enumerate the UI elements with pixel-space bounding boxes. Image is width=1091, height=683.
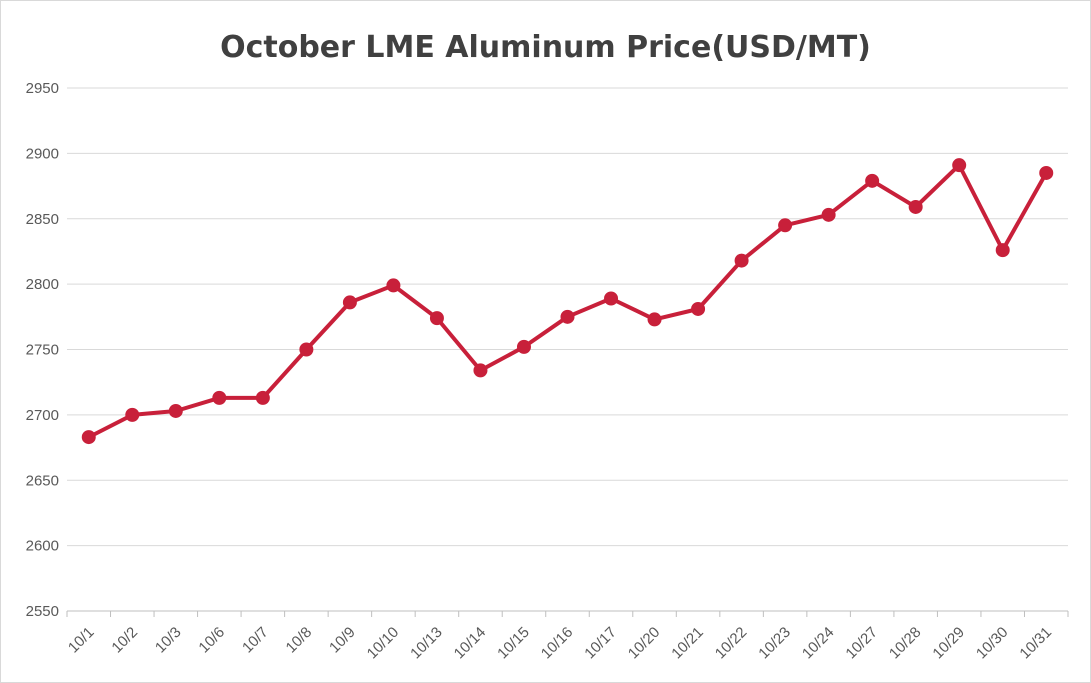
- data-point: [212, 390, 227, 405]
- y-tick-label: 2800: [26, 276, 59, 293]
- data-point: [168, 403, 183, 418]
- x-tick-label: 10/28: [886, 624, 925, 663]
- x-tick-label: 10/8: [283, 624, 316, 657]
- x-tick-label: 10/9: [326, 624, 359, 657]
- x-tick-label: 10/29: [929, 624, 968, 663]
- data-point: [255, 390, 270, 405]
- data-point: [778, 218, 793, 233]
- x-tick-label: 10/27: [842, 624, 881, 663]
- y-tick-label: 2950: [26, 80, 59, 97]
- x-tick-label: 10/2: [108, 624, 141, 657]
- x-tick-label: 10/13: [407, 624, 446, 663]
- data-point: [560, 309, 575, 324]
- data-point: [734, 253, 749, 268]
- x-tick-label: 10/6: [195, 624, 228, 657]
- data-point: [647, 312, 662, 327]
- series-line: [86, 163, 1049, 440]
- x-tick-label: 10/3: [152, 624, 185, 657]
- x-tick-label: 10/23: [755, 624, 794, 663]
- x-tick-label: 10/1: [65, 624, 98, 657]
- y-tick-label: 2600: [26, 538, 59, 555]
- y-tick-label: 2550: [26, 603, 59, 620]
- data-point: [386, 278, 401, 293]
- data-point: [821, 207, 836, 222]
- data-point: [516, 339, 531, 354]
- data-point: [299, 342, 314, 357]
- x-tick-label: 10/10: [364, 624, 403, 663]
- x-tick-label: 10/20: [625, 624, 664, 663]
- data-point: [995, 243, 1010, 258]
- x-tick-label: 10/31: [1016, 624, 1055, 663]
- x-tick-label: 10/17: [581, 624, 620, 663]
- data-point: [81, 430, 96, 445]
- x-tick-label: 10/22: [712, 624, 751, 663]
- data-point: [865, 173, 880, 188]
- x-tick-label: 10/24: [799, 624, 838, 663]
- data-point: [429, 311, 444, 326]
- data-point: [691, 301, 706, 316]
- x-tick-label: 10/16: [538, 624, 577, 663]
- data-point: [908, 199, 923, 214]
- data-point: [473, 363, 488, 378]
- y-tick-label: 2750: [26, 342, 59, 359]
- x-tick-label: 10/15: [494, 624, 533, 663]
- data-point: [604, 291, 619, 306]
- x-tick-label: 10/14: [451, 624, 490, 663]
- data-point: [952, 158, 967, 173]
- x-tick-label: 10/21: [668, 624, 707, 663]
- data-point: [342, 295, 357, 310]
- y-tick-label: 2700: [26, 407, 59, 424]
- data-point: [125, 407, 140, 422]
- y-tick-label: 2900: [26, 145, 59, 162]
- y-tick-label: 2850: [26, 211, 59, 228]
- y-tick-label: 2650: [26, 472, 59, 489]
- data-point: [1039, 165, 1054, 180]
- chart-title: October LME Aluminum Price(USD/MT): [220, 30, 871, 65]
- x-tick-label: 10/7: [239, 624, 272, 657]
- x-tick-label: 10/30: [973, 624, 1012, 663]
